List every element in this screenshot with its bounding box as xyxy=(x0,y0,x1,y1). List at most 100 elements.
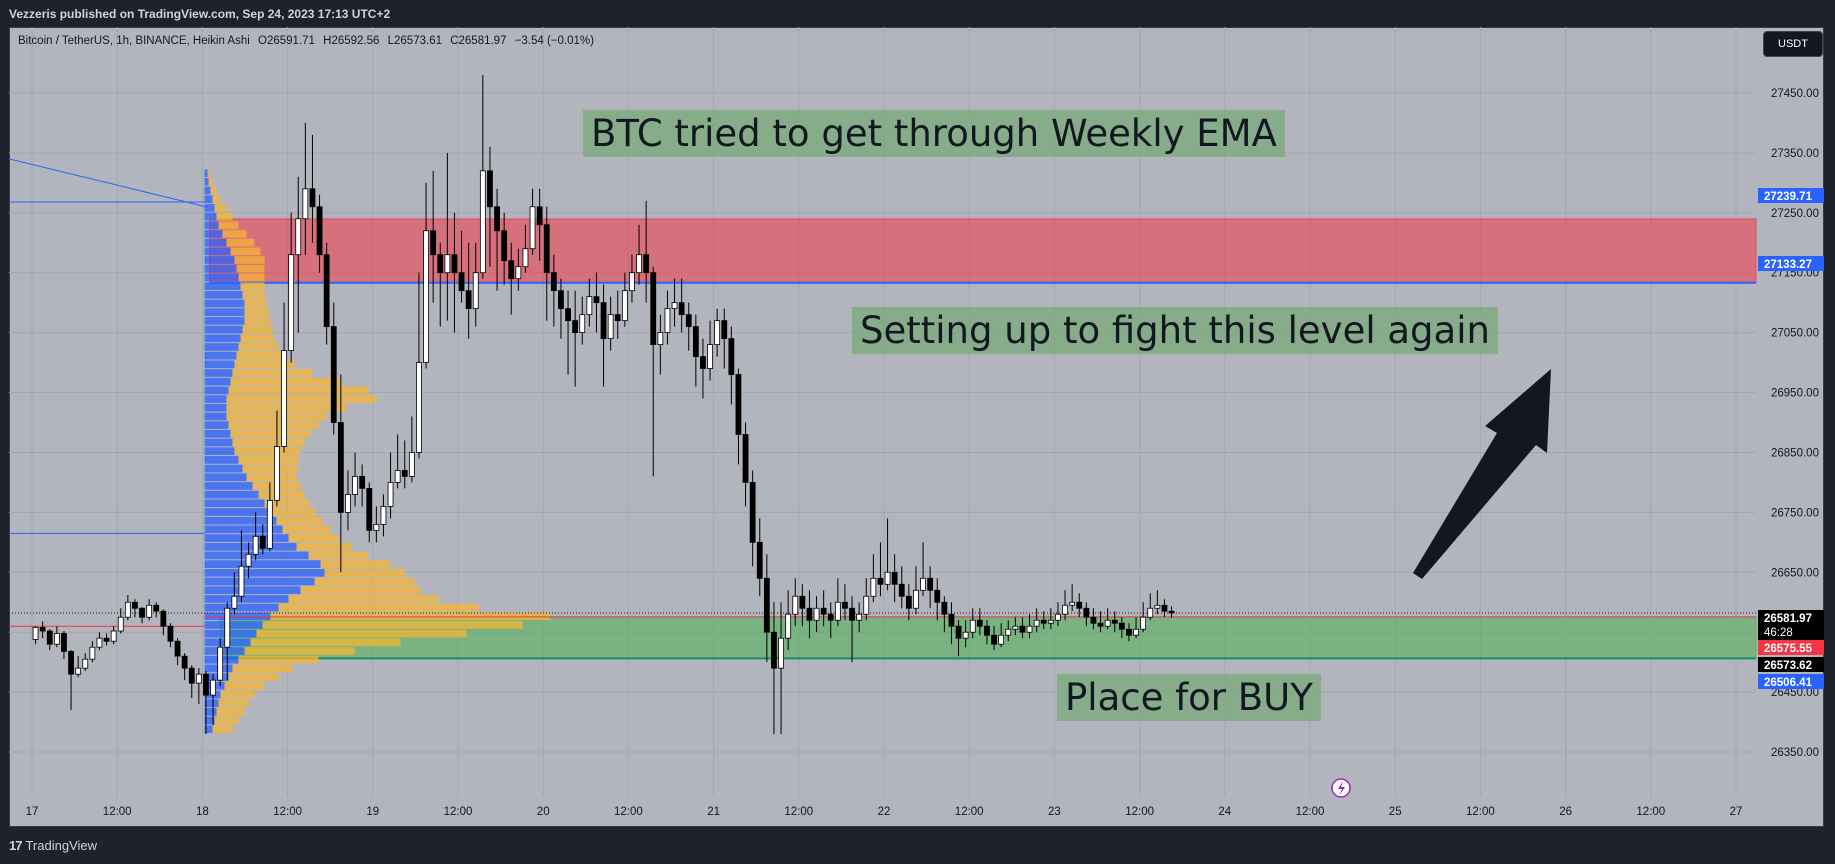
candle-body xyxy=(266,499,273,549)
candle-body xyxy=(323,254,330,328)
up-arrow-icon xyxy=(1413,369,1551,579)
legend-symbol: Bitcoin / TetherUS, 1h, BINANCE, Heikin … xyxy=(18,35,250,47)
candle-body xyxy=(231,595,238,609)
candle-body xyxy=(188,667,195,684)
volume-bar-down xyxy=(216,708,245,716)
candle-body xyxy=(600,302,607,339)
candle-body xyxy=(274,446,280,501)
volume-bar-up xyxy=(204,264,237,273)
candle-body xyxy=(380,505,387,525)
candle-body xyxy=(920,577,926,591)
candle-body xyxy=(834,601,841,621)
tradingview-brand: TradingView xyxy=(25,838,98,853)
price-tick-label: 26850.00 xyxy=(1771,447,1819,459)
candle-body xyxy=(46,630,53,645)
candle-body xyxy=(1033,619,1040,627)
candle-body xyxy=(749,482,756,543)
candle-body xyxy=(607,314,614,339)
candle-body xyxy=(785,613,792,639)
volume-bar-up xyxy=(204,247,231,256)
volume-bar-up xyxy=(204,195,213,204)
volume-bar-up xyxy=(204,421,229,429)
candle-body xyxy=(366,488,373,531)
candle-body xyxy=(685,314,692,328)
candle-body xyxy=(529,206,536,250)
candle-body xyxy=(224,607,231,648)
candle-body xyxy=(550,272,557,292)
candle-body xyxy=(1062,604,1068,615)
price-chart[interactable]: 26350.0026450.0026550.0026650.0026750.00… xyxy=(9,27,1824,827)
candle-body xyxy=(82,658,89,669)
volume-bar-down xyxy=(226,395,377,403)
volume-bar-up xyxy=(204,456,239,464)
volume-bar-up xyxy=(204,290,243,299)
candle-body xyxy=(941,601,948,615)
candle-body xyxy=(288,254,295,351)
candle-body xyxy=(664,308,671,334)
volume-bar-up xyxy=(204,603,279,612)
volume-bar-down xyxy=(244,308,269,317)
candle-body xyxy=(1090,616,1097,624)
volume-bar-up xyxy=(204,708,217,716)
candle-body xyxy=(558,290,564,310)
candle-body xyxy=(742,434,749,483)
candle-body xyxy=(124,601,131,618)
candle-body xyxy=(110,630,117,642)
candle-body xyxy=(962,631,969,639)
candle-body xyxy=(174,640,181,657)
volume-bar-up xyxy=(204,412,227,421)
volume-bar-up xyxy=(204,438,233,447)
volume-bar-up xyxy=(204,473,247,482)
volume-bar-down xyxy=(238,456,299,464)
candle-body xyxy=(259,535,266,549)
candle-body xyxy=(714,320,721,345)
candle-body xyxy=(203,673,209,696)
tradingview-logo-icon: 17 xyxy=(9,838,23,853)
volume-bar-down xyxy=(236,264,265,273)
price-label-text: 27133.27 xyxy=(1764,259,1812,271)
lightning-bolt xyxy=(1338,781,1345,796)
candle-body xyxy=(117,616,124,632)
candle-body xyxy=(1118,622,1125,630)
volume-bar-up xyxy=(204,516,277,525)
tradingview-logo[interactable]: 17 TradingView xyxy=(9,838,97,853)
candle-body xyxy=(1154,604,1161,609)
candle-body xyxy=(1104,619,1111,627)
candle-body xyxy=(39,627,46,632)
volume-bar-up xyxy=(204,325,243,334)
volume-bar-down xyxy=(242,325,273,334)
volume-bar-down xyxy=(218,221,239,230)
candle-body xyxy=(408,452,415,477)
publisher-info: Vezzeris published on TradingView.com, S… xyxy=(9,7,391,21)
time-tick-label: 21 xyxy=(707,806,720,818)
candle-body xyxy=(352,476,358,495)
candle-body xyxy=(437,254,444,274)
candle-body xyxy=(565,308,571,322)
volume-bar-down xyxy=(222,230,247,238)
volume-bar-down xyxy=(314,577,415,586)
volume-bar-down xyxy=(236,351,285,360)
time-tick-label: 24 xyxy=(1218,806,1231,818)
candle-body xyxy=(536,206,543,226)
volume-bar-down xyxy=(282,525,331,534)
price-label-box xyxy=(1758,188,1824,203)
candle-body xyxy=(330,326,337,423)
candle-body xyxy=(984,625,990,636)
volume-bar-down xyxy=(212,725,233,734)
currency-button[interactable]: USDT xyxy=(1763,31,1823,57)
volume-bar-down xyxy=(230,429,311,438)
volume-bar-down xyxy=(210,186,217,195)
price-label-text: 26581.97 xyxy=(1764,613,1812,625)
candle-body xyxy=(1055,613,1061,621)
candle-body xyxy=(345,493,351,513)
time-tick-label: 22 xyxy=(878,806,891,818)
time-tick-label: 20 xyxy=(537,806,550,818)
volume-bar-down xyxy=(216,212,233,221)
candle-body xyxy=(579,314,586,334)
legend-close: C26581.97 xyxy=(450,35,507,47)
candle-body xyxy=(53,633,60,645)
candle-body xyxy=(430,230,437,256)
price-tick-label: 27050.00 xyxy=(1771,328,1819,340)
price-label-box xyxy=(1758,674,1824,689)
candle-body xyxy=(1040,619,1047,624)
